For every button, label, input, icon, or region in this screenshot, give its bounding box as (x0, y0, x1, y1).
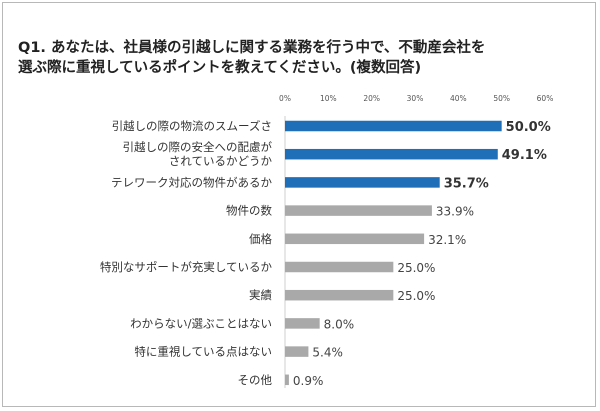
data-label: 49.1% (502, 148, 547, 163)
data-label: 8.0% (324, 317, 355, 331)
bar (285, 318, 320, 329)
x-tick-label: 20% (363, 94, 380, 103)
x-tick-label: 50% (493, 94, 510, 103)
bar (285, 233, 425, 245)
x-tick-label: 10% (320, 94, 337, 103)
bar (285, 120, 502, 132)
bar (285, 148, 498, 160)
data-label: 32.1% (428, 233, 466, 247)
data-label: 5.4% (312, 346, 343, 360)
category-label: 物件の数 (226, 204, 272, 218)
category-label: テレワーク対応の物件があるか (111, 175, 272, 189)
category-label: 実績 (249, 288, 272, 302)
category-label: 価格 (249, 232, 272, 246)
category-label: 引越しの際の安全への配慮が (123, 140, 273, 154)
category-label: されているかどうか (169, 154, 273, 168)
chart-title-line-2: 選ぶ際に重視しているポイントを教えてください。(複数回答) (18, 60, 422, 76)
data-label: 33.9% (436, 205, 474, 219)
bar (285, 289, 394, 301)
data-label: 50.0% (506, 120, 551, 135)
x-tick-label: 40% (450, 94, 467, 103)
data-label: 0.9% (293, 374, 324, 388)
x-tick-label: 30% (407, 94, 424, 103)
bar (285, 205, 432, 216)
category-label: 特に重視している点はない (134, 345, 272, 359)
bar (285, 346, 309, 357)
chart-title: Q1. あなたは、社員様の引越しに関する業務を行う中で、不動産会社を 選ぶ際に重… (18, 38, 578, 78)
data-label: 25.0% (397, 289, 435, 303)
x-tick-label: 0% (279, 94, 291, 103)
category-label: 引越しの際の物流のスムーズさ (112, 119, 272, 133)
x-tick-label: 60% (537, 94, 554, 103)
chart-frame (2, 2, 596, 407)
category-label: 特別なサポートが充実しているか (100, 260, 273, 274)
data-label: 25.0% (397, 261, 435, 275)
bar (285, 177, 440, 188)
category-label: わからない/選ぶことはない (130, 316, 272, 330)
bar (285, 374, 289, 386)
data-label: 35.7% (444, 176, 489, 191)
category-label: その他 (238, 373, 273, 387)
bar (285, 261, 394, 273)
chart-title-line-1: Q1. あなたは、社員様の引越しに関する業務を行う中で、不動産会社を (18, 40, 486, 56)
